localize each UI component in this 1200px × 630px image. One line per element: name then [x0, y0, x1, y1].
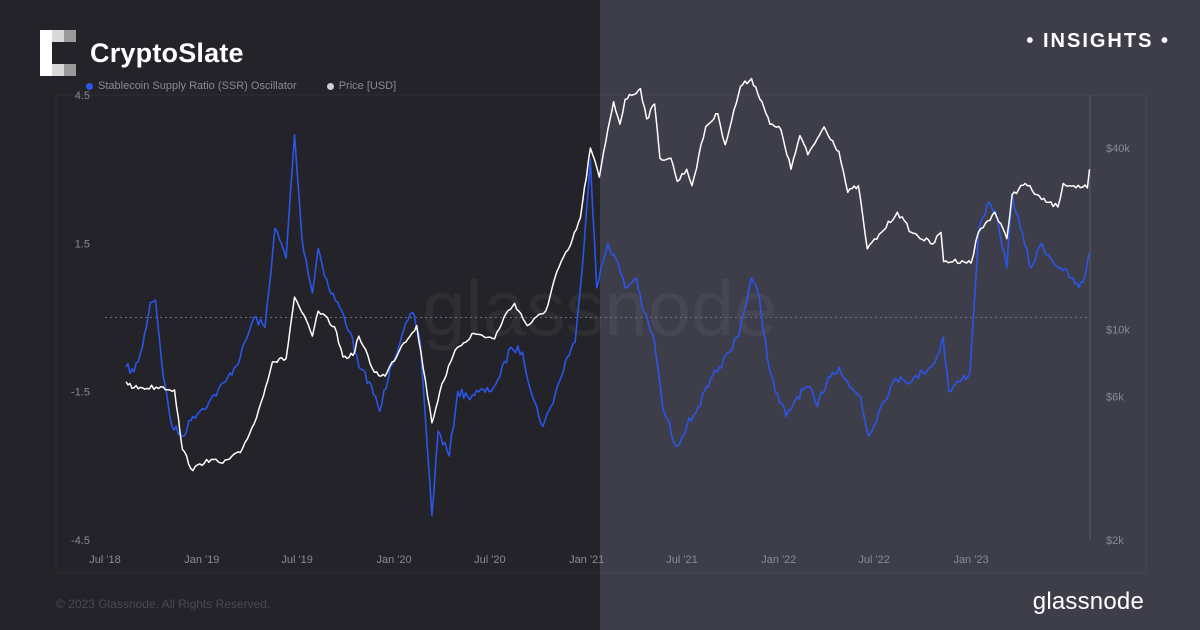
x-tick-label: Jan '19	[184, 554, 219, 566]
legend-label-price: Price [USD]	[338, 80, 397, 92]
legend-item-ssr: Stablecoin Supply Ratio (SSR) Oscillator	[86, 80, 297, 92]
x-tick-label: Jan '21	[569, 554, 604, 566]
legend-item-price: Price [USD]	[326, 80, 397, 92]
y-left-tick-label: 1.5	[75, 238, 90, 250]
glassnode-logo: glassnode	[1032, 588, 1144, 615]
y-axis-left: 4.5 1.5 -1.5 -4.5	[71, 90, 90, 547]
x-tick-label: Jan '22	[761, 554, 796, 566]
legend-dot-price	[326, 82, 334, 90]
chart-frame	[55, 94, 1147, 574]
x-axis: Jul '18 Jan '19 Jul '19 Jan '20 Jul '20 Jan '…	[89, 554, 988, 566]
legend-dot-ssr	[86, 82, 93, 90]
copyright-text: © 2023 Glassnode. All Rights Reserved.	[56, 597, 271, 611]
x-tick-label: Jul '18	[89, 554, 120, 566]
brand: CryptoSlate	[40, 30, 244, 76]
background-right-panel	[600, 0, 1200, 630]
x-tick-label: Jul '19	[281, 554, 312, 566]
y-left-tick-label: -4.5	[71, 535, 90, 547]
series-layer	[125, 77, 1091, 517]
y-right-tick-label: $10k	[1106, 324, 1130, 336]
x-tick-label: Jul '20	[474, 554, 505, 566]
x-tick-label: Jul '21	[666, 554, 697, 566]
chart-watermark: glassnode	[422, 264, 778, 352]
series-line-price	[125, 77, 1091, 472]
legend-label-ssr: Stablecoin Supply Ratio (SSR) Oscillator	[98, 80, 297, 92]
brand-name: CryptoSlate	[90, 37, 244, 68]
insights-badge: • INSIGHTS •	[1026, 30, 1170, 52]
x-tick-label: Jan '20	[376, 554, 411, 566]
cryptoslate-logo-icon	[40, 30, 76, 76]
y-left-tick-label: 4.5	[75, 90, 90, 102]
y-right-tick-label: $2k	[1106, 535, 1124, 547]
x-tick-label: Jan '23	[953, 554, 988, 566]
y-axis-right: $40k $10k $6k $2k	[1106, 143, 1130, 547]
x-tick-label: Jul '22	[858, 554, 889, 566]
y-left-tick-label: -1.5	[71, 387, 90, 399]
chart-legend: Stablecoin Supply Ratio (SSR) Oscillator…	[86, 80, 426, 92]
background-left-panel	[0, 0, 600, 630]
series-line-ssr	[125, 133, 1090, 517]
chart-border	[55, 94, 1147, 574]
y-right-tick-label: $40k	[1106, 143, 1130, 155]
y-right-tick-label: $6k	[1106, 391, 1124, 403]
